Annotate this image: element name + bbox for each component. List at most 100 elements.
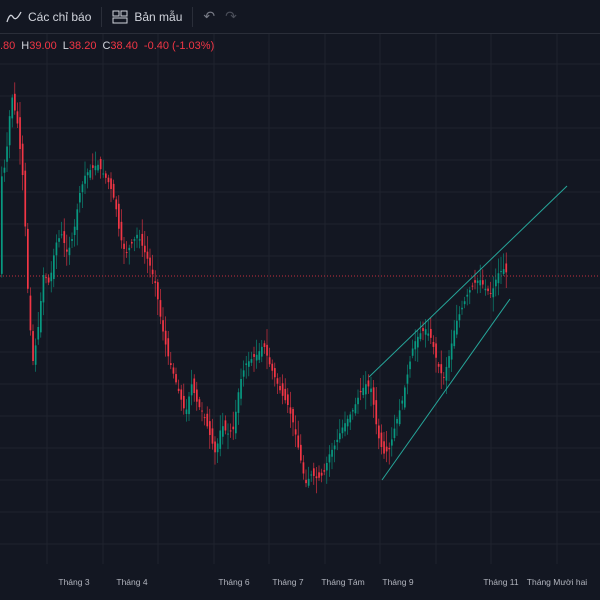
candle-body (89, 170, 92, 178)
candle-body (170, 363, 172, 365)
candle-body (102, 173, 105, 175)
candle-body (292, 409, 294, 423)
x-tick-label: Tháng 3 (58, 577, 89, 587)
candle-body (99, 158, 102, 170)
candle-body (50, 272, 53, 282)
high-value: 39.00 (29, 40, 57, 52)
undo-icon[interactable]: ↶ (203, 8, 216, 24)
candle-body (448, 356, 450, 368)
candle-body (255, 354, 258, 361)
candle-body (300, 444, 302, 461)
candle-body (289, 407, 292, 414)
candle-body (209, 421, 211, 435)
x-tick-label: Tháng 6 (218, 577, 249, 587)
candle-body (214, 441, 216, 453)
candle-body (3, 167, 6, 173)
candle-body (123, 243, 125, 249)
candle-body (367, 380, 370, 387)
candle-body (417, 336, 419, 348)
candle-body (281, 383, 284, 396)
candle-body (146, 251, 149, 259)
indicators-icon (6, 10, 22, 24)
candle-body (484, 288, 487, 291)
candle-body (305, 479, 307, 484)
candle-body (47, 277, 50, 283)
candle-body (479, 280, 482, 286)
toolbar-divider (101, 6, 103, 27)
candle-body (232, 426, 235, 430)
candle-body (474, 280, 476, 283)
indicators-button[interactable]: Các chỉ báo (0, 0, 97, 34)
candle-body (11, 97, 14, 119)
candle-body (372, 387, 375, 405)
candle-body (411, 348, 414, 356)
candle-body (497, 273, 500, 284)
x-tick-label: Tháng 11 (483, 577, 519, 587)
candle-body (172, 367, 175, 374)
x-tick-label: Tháng Tám (321, 577, 364, 587)
candle-body (167, 338, 170, 357)
candle-body (203, 417, 206, 419)
x-tick-label: Tháng 7 (272, 577, 303, 587)
candle-body (266, 344, 268, 356)
candle-body (128, 247, 131, 251)
candle-body (378, 425, 380, 439)
candle-body (227, 433, 229, 435)
templates-label: Bản mẫu (134, 9, 183, 24)
candle-body (211, 428, 214, 444)
candle-body (138, 239, 141, 241)
candle-body (284, 388, 287, 401)
candle-body (352, 410, 354, 412)
candle-body (60, 234, 63, 236)
candle-body (320, 472, 323, 476)
candle-body (115, 199, 118, 210)
candle-body (16, 111, 19, 124)
channel-lower-line (381, 298, 511, 481)
candle-body (287, 394, 289, 405)
candle-body (219, 430, 222, 449)
redo-icon[interactable]: ↷ (225, 8, 237, 24)
candle-body (250, 359, 253, 363)
candle-body (151, 269, 154, 275)
candle-body (235, 411, 237, 434)
candle-body (29, 295, 32, 331)
candle-body (341, 427, 344, 434)
candle-body (261, 346, 263, 357)
price-chart[interactable]: Tháng 3 Tháng 4 Tháng 6 Tháng 7 Tháng Tá… (0, 34, 600, 600)
candle-body (294, 429, 297, 435)
templates-button[interactable]: Bản mẫu (106, 0, 188, 34)
candle-body (365, 384, 367, 395)
candle-body (84, 175, 86, 184)
candle-body (175, 374, 177, 383)
candle-body (37, 327, 40, 340)
candle-body (346, 418, 349, 427)
candle-body (190, 384, 193, 396)
candle-body (315, 476, 318, 479)
candle-body (42, 275, 45, 303)
candle-body (105, 173, 107, 178)
candle-body (336, 439, 339, 443)
candle-body (159, 300, 162, 317)
candle-body (206, 413, 209, 427)
close-key: C (102, 40, 111, 52)
x-axis: Tháng 3 Tháng 4 Tháng 6 Tháng 7 Tháng Tá… (58, 577, 587, 587)
candle-body (1, 176, 3, 274)
candle-body (177, 388, 180, 391)
candle-body (302, 462, 305, 474)
candle-body (362, 387, 365, 395)
candle-body (419, 333, 422, 340)
candle-body (86, 172, 89, 176)
templates-icon (112, 10, 128, 24)
change-value: -0.40 (-1.03%) (143, 40, 215, 52)
x-tick-label: Tháng 9 (382, 577, 413, 587)
candle-body (339, 433, 341, 440)
candle-body (500, 271, 502, 273)
candle-body (326, 463, 328, 471)
candle-body (198, 399, 201, 408)
candle-body (154, 281, 157, 283)
x-tick-label: Tháng 4 (116, 577, 147, 587)
candle-body (424, 329, 427, 335)
candle-body (450, 343, 453, 360)
candle-body (492, 288, 495, 298)
candle-body (422, 328, 424, 332)
